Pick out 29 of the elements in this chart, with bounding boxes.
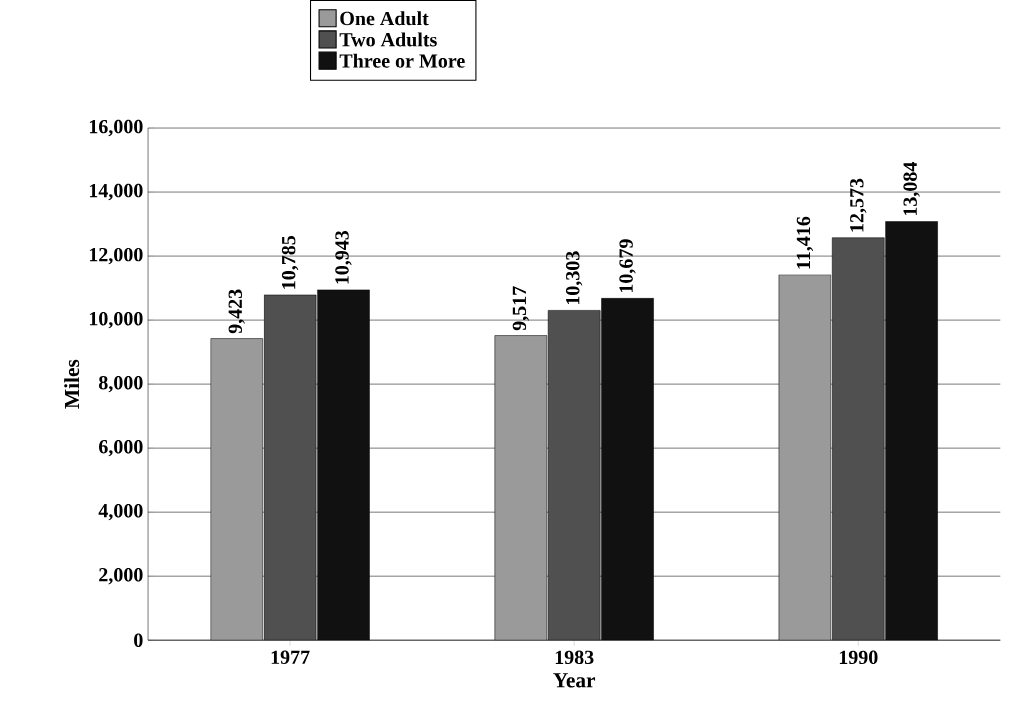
- data-label: 13,084: [903, 161, 920, 215]
- data-label: 10,303: [565, 251, 583, 304]
- y-tick-label: 4,000: [98, 503, 143, 521]
- bar: [601, 297, 654, 641]
- y-tick-label: 10,000: [89, 311, 143, 329]
- y-tick-label: 2,000: [99, 567, 143, 585]
- data-label: 10,943: [335, 230, 352, 284]
- x-tick-label: 1990: [839, 650, 878, 664]
- y-tick-label: 0: [134, 633, 143, 647]
- bar: [885, 221, 938, 641]
- y-tick-label: 16,000: [89, 119, 143, 137]
- y-tick-label: 6,000: [99, 439, 143, 457]
- legend-label: Two Adults: [339, 32, 437, 47]
- data-label: 12,573: [850, 178, 867, 232]
- x-tick-label: 1983: [555, 650, 594, 664]
- bar: [317, 289, 370, 641]
- y-axis-title: Miles: [64, 359, 80, 409]
- legend-label: One Adult: [340, 11, 429, 26]
- x-axis-title: Year: [553, 673, 596, 688]
- y-tick-label: 12,000: [89, 247, 143, 265]
- y-tick-label: 14,000: [89, 183, 143, 201]
- legend-label: Three or More: [339, 53, 465, 68]
- data-label: 10,679: [619, 239, 636, 292]
- data-label: 11,416: [796, 216, 814, 269]
- data-label: 9,517: [512, 286, 530, 331]
- y-tick-label: 8,000: [99, 375, 143, 393]
- x-tick-label: 1977: [271, 650, 310, 664]
- data-label: 10,785: [281, 235, 299, 289]
- data-label: 9,423: [228, 289, 245, 334]
